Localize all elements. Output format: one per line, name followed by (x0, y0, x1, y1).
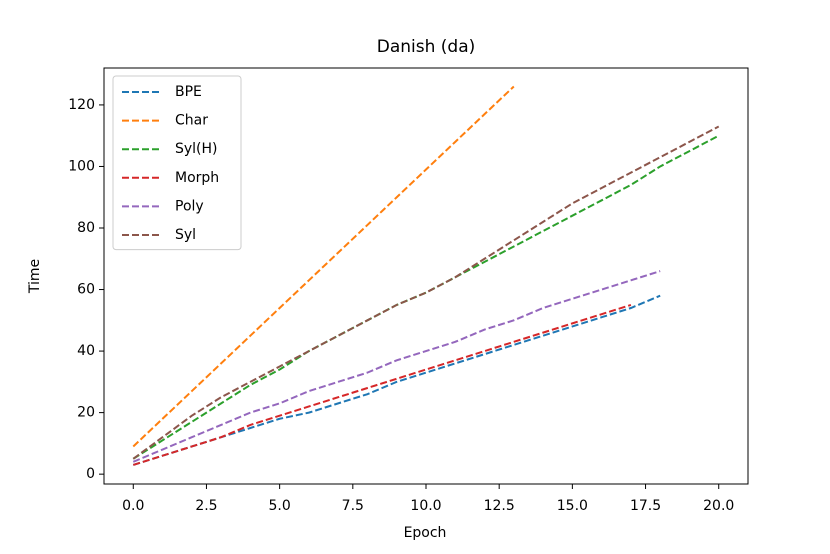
legend: BPE Char Syl(H) Morph Poly Syl (112, 75, 242, 251)
line (132, 85, 515, 448)
y-tick-label: 20 (77, 405, 95, 421)
line (132, 303, 632, 466)
x-tick-label: 15.0 (557, 498, 588, 514)
legend-label: Morph (175, 170, 219, 186)
legend-label: Syl (175, 227, 196, 243)
x-tick-label: 20.0 (703, 498, 734, 514)
y-tick-label: 120 (68, 97, 95, 113)
x-tick-label: 10.0 (410, 498, 441, 514)
x-tick-label: 2.5 (195, 498, 217, 514)
line (132, 125, 720, 460)
y-tick-label: 60 (77, 282, 95, 298)
legend-label: BPE (175, 84, 202, 100)
x-axis-label: Epoch (404, 525, 447, 541)
y-tick-label: 40 (77, 343, 95, 359)
legend-label: Syl(H) (175, 141, 218, 157)
legend-label: Poly (175, 198, 204, 214)
x-tick-label: 0.0 (122, 498, 144, 514)
x-tick-label: 17.5 (630, 498, 661, 514)
x-tick-label: 7.5 (342, 498, 364, 514)
chart-title: Danish (da) (377, 37, 476, 57)
line (132, 134, 720, 460)
y-tick-label: 100 (68, 158, 95, 174)
y-tick-label: 0 (86, 466, 95, 482)
y-tick-label: 80 (77, 220, 95, 236)
legend-label: Char (175, 113, 208, 129)
x-tick-label: 5.0 (269, 498, 291, 514)
line (132, 270, 661, 463)
y-axis-label: Time (27, 259, 43, 294)
plot-frame (103, 67, 749, 485)
legend-box (112, 75, 242, 251)
x-tick-label: 12.5 (484, 498, 515, 514)
